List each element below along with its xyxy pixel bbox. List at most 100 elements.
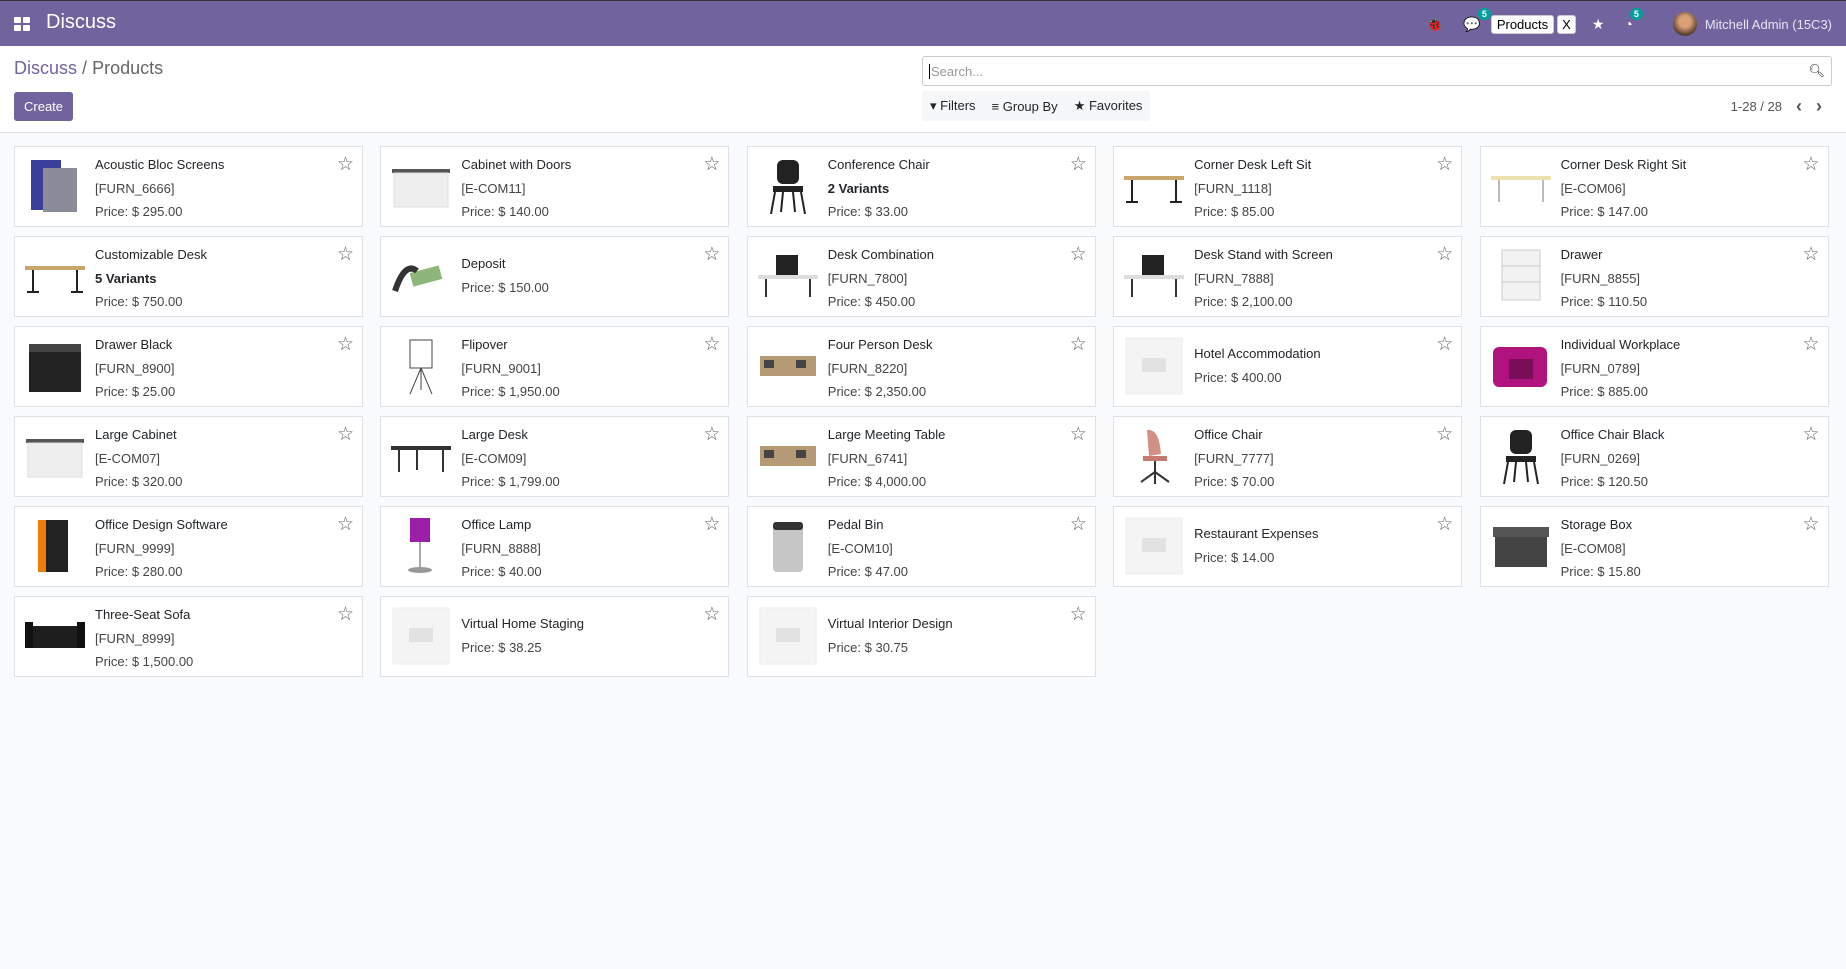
product-image bbox=[756, 424, 820, 488]
product-price: Price: $ 147.00 bbox=[1560, 204, 1649, 219]
product-card[interactable]: Individual Workplace [FURN_0789] Price: $ … bbox=[1479, 326, 1829, 407]
favorite-star-icon[interactable]: ☆ bbox=[703, 514, 721, 535]
favorite-star-icon[interactable]: ☆ bbox=[1069, 604, 1087, 625]
close-tag-button[interactable]: X bbox=[1557, 14, 1576, 34]
product-card[interactable]: Large Meeting Table [FURN_6741] Price: $ 4… bbox=[746, 416, 1096, 497]
favorite-star-icon[interactable]: ☆ bbox=[1802, 154, 1820, 175]
breadcrumb-discuss[interactable]: Discuss bbox=[14, 58, 78, 78]
favorite-star-icon[interactable]: ☆ bbox=[703, 424, 721, 445]
product-card[interactable]: Customizable Desk 5 Variants Price: $ 750.… bbox=[14, 236, 363, 317]
product-code: [FURN_8220] bbox=[827, 360, 908, 376]
product-image bbox=[756, 334, 820, 398]
favorite-star-icon[interactable]: ☆ bbox=[336, 334, 354, 355]
products-tag-button[interactable]: Products bbox=[1490, 14, 1555, 34]
favorite-star-icon[interactable]: ☆ bbox=[703, 334, 721, 355]
favorite-star-icon[interactable]: ☆ bbox=[703, 244, 721, 265]
search-icon[interactable]: 🔍︎ bbox=[1808, 63, 1825, 78]
favorite-star-icon[interactable]: ☆ bbox=[336, 604, 354, 625]
favorite-star-icon[interactable]: ☆ bbox=[336, 154, 354, 175]
favorite-star-icon[interactable]: ☆ bbox=[1069, 334, 1087, 355]
search-placeholder[interactable]: Search... bbox=[929, 63, 1807, 79]
product-card[interactable]: Corner Desk Right Sit [E-COM06] Price: $ 1… bbox=[1479, 146, 1829, 227]
product-card[interactable]: Pedal Bin [E-COM10] Price: $ 47.00 ☆ bbox=[746, 506, 1096, 587]
product-card[interactable]: Office Lamp [FURN_8888] Price: $ 40.00 ☆ bbox=[380, 506, 730, 587]
star-icon[interactable]: ★ bbox=[1591, 15, 1605, 32]
product-price: Price: $ 1,950.00 bbox=[461, 384, 560, 399]
favorite-star-icon[interactable]: ☆ bbox=[1436, 244, 1454, 265]
favorite-star-icon[interactable]: ☆ bbox=[1802, 424, 1820, 445]
product-card[interactable]: Storage Box [E-COM08] Price: $ 15.80 ☆ bbox=[1479, 506, 1829, 587]
favorite-star-icon[interactable]: ☆ bbox=[1069, 154, 1087, 175]
favorite-star-icon[interactable]: ☆ bbox=[1802, 334, 1820, 355]
product-card[interactable]: Drawer [FURN_8855] Price: $ 110.50 ☆ bbox=[1479, 236, 1829, 317]
favorite-star-icon[interactable]: ☆ bbox=[1069, 424, 1087, 445]
favorite-star-icon[interactable]: ☆ bbox=[336, 514, 354, 535]
product-card[interactable]: Large Desk [E-COM09] Price: $ 1,799.00 ☆ bbox=[380, 416, 730, 497]
app-title[interactable]: Discuss bbox=[46, 11, 117, 33]
favorite-star-icon[interactable]: ☆ bbox=[1436, 334, 1454, 355]
user-menu[interactable]: Mitchell Admin (15C3) bbox=[1704, 16, 1832, 32]
product-card[interactable]: Three-Seat Sofa [FURN_8999] Price: $ 1,500… bbox=[14, 596, 363, 677]
apps-menu-icon[interactable] bbox=[14, 17, 30, 31]
product-card[interactable]: Desk Stand with Screen [FURN_7888] Price: … bbox=[1113, 236, 1463, 317]
favorite-star-icon[interactable]: ☆ bbox=[1802, 244, 1820, 265]
favorites-button[interactable]: ★ Favorites bbox=[1074, 98, 1143, 114]
product-card[interactable]: Virtual Interior Design Price: $ 30.75 ☆ bbox=[746, 596, 1096, 677]
product-price: Price: $ 120.50 bbox=[1560, 474, 1649, 489]
product-card[interactable]: Large Cabinet [E-COM07] Price: $ 320.00 ☆ bbox=[14, 416, 363, 497]
favorite-star-icon[interactable]: ☆ bbox=[703, 604, 721, 625]
product-card[interactable]: Office Design Software [FURN_9999] Price: … bbox=[14, 506, 363, 587]
group-by-button[interactable]: ≡ Group By bbox=[992, 99, 1058, 114]
product-card[interactable]: Virtual Home Staging Price: $ 38.25 ☆ bbox=[380, 596, 730, 677]
product-image bbox=[1122, 424, 1186, 488]
product-card[interactable]: Acoustic Bloc Screens [FURN_6666] Price: $… bbox=[14, 146, 363, 227]
avatar[interactable] bbox=[1672, 12, 1697, 36]
product-name: Office Chair Black bbox=[1560, 427, 1665, 442]
pager-prev-icon[interactable]: ‹ bbox=[1796, 96, 1802, 116]
favorite-star-icon[interactable]: ☆ bbox=[703, 154, 721, 175]
favorite-star-icon[interactable]: ☆ bbox=[336, 424, 354, 445]
product-image bbox=[389, 154, 453, 218]
activity-clock-icon[interactable]: ◔ 5 bbox=[1624, 8, 1643, 32]
product-card[interactable]: Restaurant Expenses Price: $ 14.00 ☆ bbox=[1113, 506, 1463, 587]
product-card[interactable]: Deposit Price: $ 150.00 ☆ bbox=[380, 236, 730, 317]
product-info: Drawer Black [FURN_8900] Price: $ 25.00 bbox=[95, 333, 175, 404]
pager-value[interactable]: 1-28 / 28 bbox=[1730, 99, 1782, 114]
debug-bug-icon[interactable]: 🐞 bbox=[1425, 15, 1444, 32]
pager-next-icon[interactable]: › bbox=[1816, 96, 1822, 116]
favorite-star-icon[interactable]: ☆ bbox=[1436, 514, 1454, 535]
product-card[interactable]: Drawer Black [FURN_8900] Price: $ 25.00 ☆ bbox=[14, 326, 363, 407]
product-info: Deposit Price: $ 150.00 bbox=[461, 252, 548, 299]
product-info: Office Chair [FURN_7777] Price: $ 70.00 bbox=[1194, 423, 1274, 494]
search-input[interactable]: Search... 🔍︎ bbox=[922, 56, 1832, 86]
product-image bbox=[389, 334, 453, 398]
product-card[interactable]: Four Person Desk [FURN_8220] Price: $ 2,35… bbox=[746, 326, 1096, 407]
product-card[interactable]: Office Chair Black [FURN_0269] Price: $ 12… bbox=[1479, 416, 1829, 497]
product-card[interactable]: Office Chair [FURN_7777] Price: $ 70.00 ☆ bbox=[1113, 416, 1463, 497]
breadcrumb-separator: / bbox=[82, 58, 88, 78]
product-info: Corner Desk Right Sit [E-COM06] Price: $ 1… bbox=[1561, 153, 1687, 224]
product-info: Flipover [FURN_9001] Price: $ 1,950.00 bbox=[461, 333, 559, 404]
chat-icon[interactable]: 💬 5 bbox=[1463, 7, 1491, 33]
product-card[interactable]: Flipover [FURN_9001] Price: $ 1,950.00 ☆ bbox=[380, 326, 730, 407]
product-price: Price: $ 70.00 bbox=[1194, 474, 1275, 489]
product-name: Three-Seat Sofa bbox=[95, 607, 191, 622]
product-price: Price: $ 40.00 bbox=[461, 564, 542, 579]
product-card[interactable]: Conference Chair 2 Variants Price: $ 33.00… bbox=[746, 146, 1096, 227]
favorite-star-icon[interactable]: ☆ bbox=[336, 244, 354, 265]
favorite-star-icon[interactable]: ☆ bbox=[1436, 154, 1454, 175]
filters-button[interactable]: ▾ Filters bbox=[930, 98, 976, 114]
product-price: Price: $ 450.00 bbox=[827, 294, 916, 309]
favorite-star-icon[interactable]: ☆ bbox=[1069, 244, 1087, 265]
control-panel: Discuss / Products Create Search... 🔍︎ ▾… bbox=[0, 46, 1846, 133]
favorite-star-icon[interactable]: ☆ bbox=[1802, 514, 1820, 535]
product-name: Desk Stand with Screen bbox=[1194, 247, 1333, 262]
favorite-star-icon[interactable]: ☆ bbox=[1069, 514, 1087, 535]
favorite-star-icon[interactable]: ☆ bbox=[1436, 424, 1454, 445]
product-card[interactable]: Hotel Accommodation Price: $ 400.00 ☆ bbox=[1113, 326, 1463, 407]
product-card[interactable]: Cabinet with Doors [E-COM11] Price: $ 140.… bbox=[380, 146, 730, 227]
product-info: Restaurant Expenses Price: $ 14.00 bbox=[1194, 522, 1318, 569]
create-button[interactable]: Create bbox=[14, 92, 74, 121]
product-card[interactable]: Desk Combination [FURN_7800] Price: $ 450.… bbox=[746, 236, 1096, 317]
product-card[interactable]: Corner Desk Left Sit [FURN_1118] Price: $ … bbox=[1113, 146, 1463, 227]
